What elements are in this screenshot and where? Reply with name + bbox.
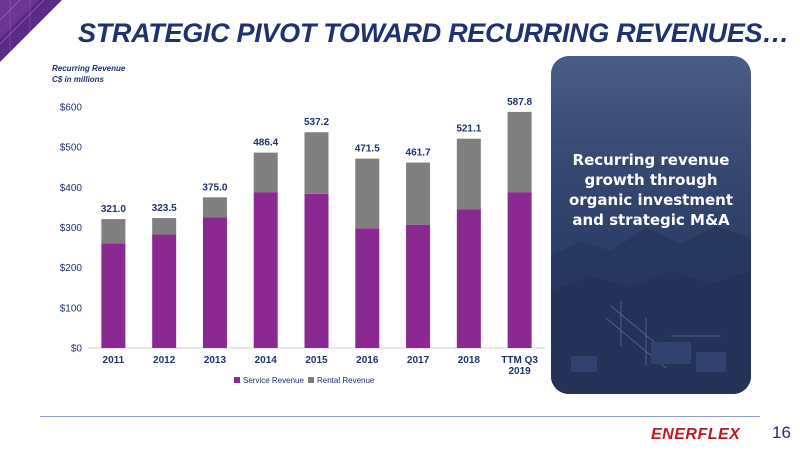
bar-service-revenue [406, 224, 431, 348]
x-tick-label: 2017 [407, 355, 430, 366]
bar-total-label: 521.1 [456, 124, 481, 135]
company-logo: ENERFLEX [651, 426, 741, 443]
bar-service-revenue [456, 209, 481, 348]
bar-rental-revenue [202, 197, 227, 218]
callout-panel: Recurring revenue growth through organic… [551, 56, 751, 394]
x-tick-label: 2016 [356, 355, 379, 366]
bar-rental-revenue [355, 158, 380, 229]
x-tick-label: 2013 [204, 355, 227, 366]
bar-rental-revenue [456, 138, 481, 210]
bar-total-label: 461.7 [406, 148, 431, 159]
bar-service-revenue [507, 192, 532, 348]
revenue-bar-chart: $0 $100 $200 $300 $400 $500 $600 321.0 2011 323.5… [60, 97, 545, 385]
bar-total-label: 486.4 [253, 138, 278, 149]
y-tick-label: $200 [60, 263, 83, 274]
bar-total-label: 375.0 [202, 182, 227, 193]
y-tick-label: $400 [60, 183, 83, 194]
y-tick-label: $0 [71, 344, 83, 355]
chart-y-label-line1: Recurring Revenue [52, 64, 126, 73]
callout-text: Recurring revenue growth through organic… [568, 151, 734, 229]
x-tick-label: 2018 [458, 355, 481, 366]
y-tick-label: $300 [60, 223, 83, 234]
bar-service-revenue [202, 217, 227, 348]
bar-service-revenue [253, 192, 278, 348]
bar-rental-revenue [253, 152, 278, 193]
legend-swatch-service [234, 377, 240, 383]
y-tick-label: $500 [60, 143, 83, 154]
footer-divider [40, 416, 760, 417]
bar-service-revenue [304, 193, 329, 348]
bar-total-label: 537.2 [304, 117, 329, 128]
bar-total-label: 471.5 [355, 144, 380, 155]
bar-rental-revenue [304, 132, 329, 194]
legend-label-rental: Rental Revenue [317, 376, 375, 385]
y-tick-label: $100 [60, 303, 83, 314]
chart-y-label-line2: C$ in millions [52, 75, 105, 84]
x-tick-label: 2019 [508, 366, 531, 377]
bar-total-label: 323.5 [152, 203, 177, 214]
industrial-site-photo [551, 56, 751, 394]
page-title: STRATEGIC PIVOT TOWARD RECURRING REVENUE… [78, 18, 789, 48]
legend-label-service: Service Revenue [243, 376, 304, 385]
bar-total-label: 321.0 [101, 204, 126, 215]
x-tick-label: 2015 [305, 355, 328, 366]
corner-accent [0, 0, 62, 62]
bar-rental-revenue [101, 219, 126, 244]
bar-rental-revenue [152, 218, 177, 235]
bar-service-revenue [101, 243, 126, 348]
bar-rental-revenue [406, 162, 431, 225]
page-number: 16 [772, 423, 791, 442]
x-tick-label: TTM Q3 [501, 355, 538, 366]
bar-service-revenue [152, 234, 177, 348]
x-tick-label: 2014 [255, 355, 278, 366]
legend-swatch-rental [308, 377, 314, 383]
bar-total-label: 587.8 [507, 97, 532, 108]
y-tick-label: $600 [60, 103, 83, 114]
x-tick-label: 2011 [103, 355, 125, 366]
bar-rental-revenue [507, 111, 532, 193]
bar-service-revenue [355, 228, 380, 348]
x-tick-label: 2012 [153, 355, 176, 366]
